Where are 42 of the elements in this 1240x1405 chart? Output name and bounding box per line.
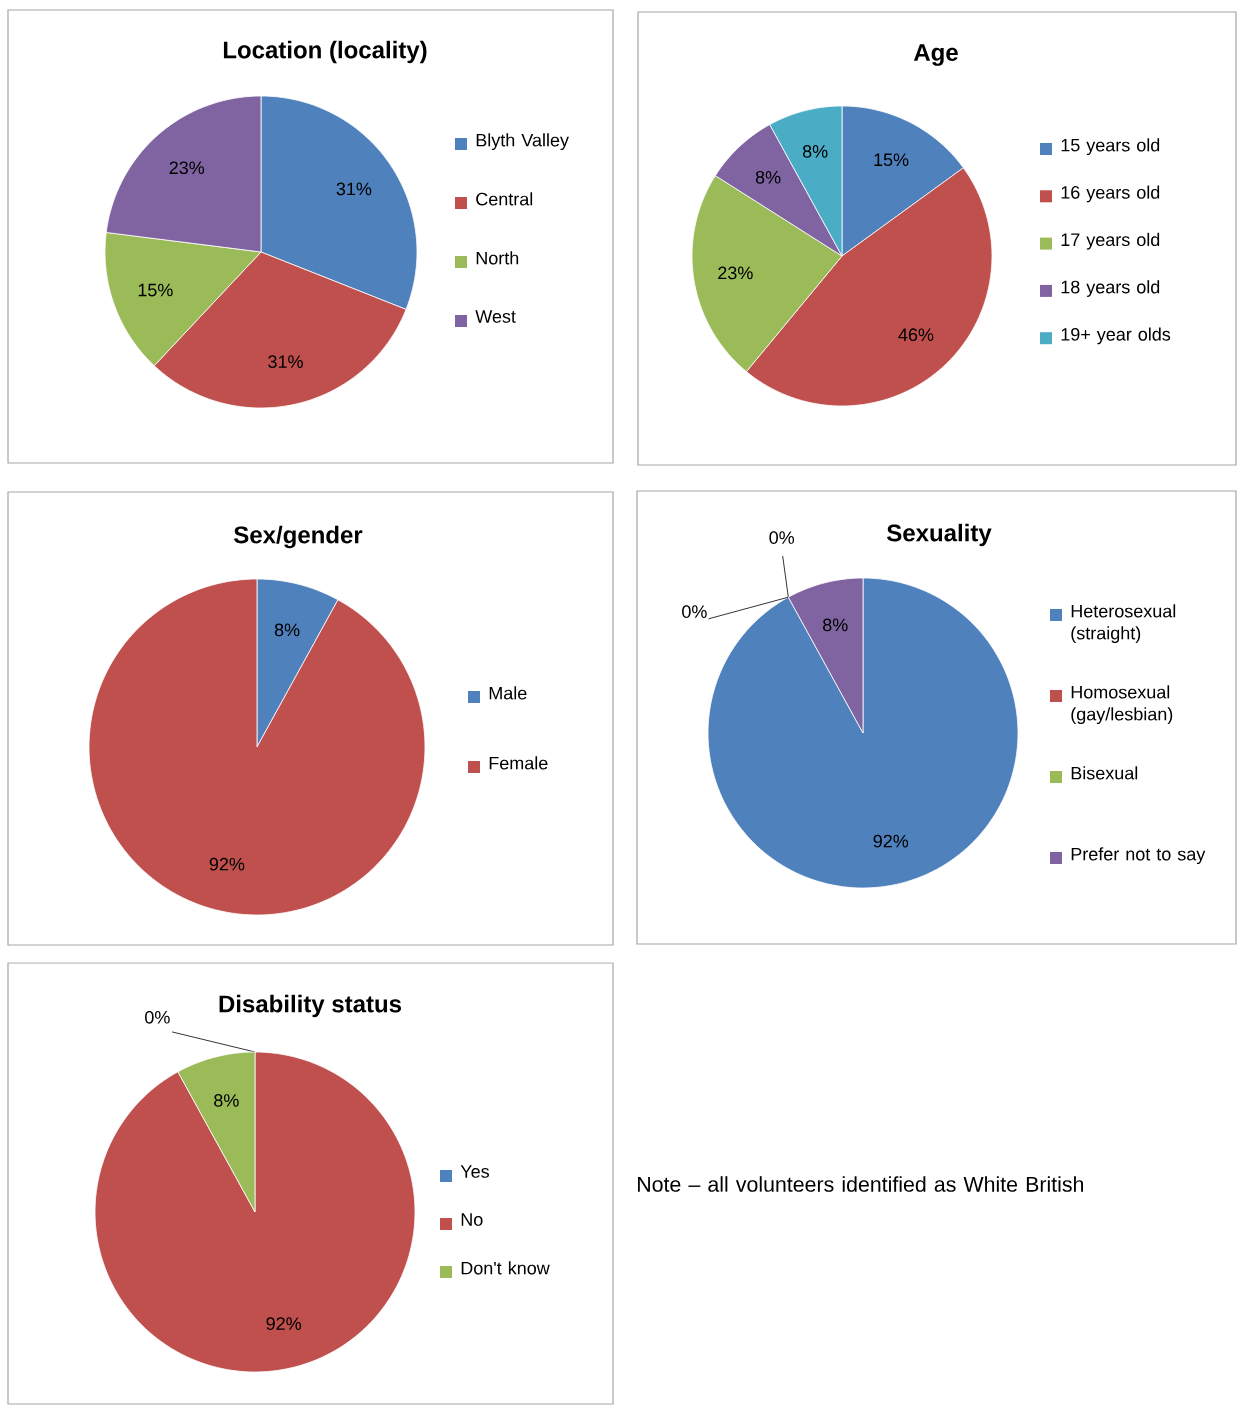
chart-title: Age xyxy=(913,44,958,66)
chart-title: Sexuality xyxy=(886,523,992,547)
data-label: 8% xyxy=(213,1094,239,1107)
data-label: 8% xyxy=(802,145,828,158)
legend-label: 16 years old xyxy=(1061,185,1160,203)
data-label: 92% xyxy=(209,857,245,871)
legend-label: 18 years old xyxy=(1061,280,1160,297)
data-label: 8% xyxy=(755,170,781,184)
data-label: 8% xyxy=(822,618,848,632)
chart-title: Disability status xyxy=(219,994,401,1018)
legend-label: 19+ year olds xyxy=(1061,327,1171,345)
text: 0% xyxy=(769,531,794,544)
data-label: 92% xyxy=(873,834,909,848)
legend-label: West xyxy=(475,310,516,323)
legend-label: North xyxy=(476,251,518,265)
legend-label: Female xyxy=(489,756,548,770)
legend-label: Don't know xyxy=(461,1261,550,1275)
chart-title: Sex/gender xyxy=(233,525,363,549)
data-label: 23% xyxy=(169,161,204,175)
data-label: 31% xyxy=(268,355,303,368)
legend-label: 15 years old xyxy=(1061,138,1160,156)
legend-label: 17 years old xyxy=(1061,232,1160,250)
legend-label: No xyxy=(461,1213,483,1226)
data-label: 15% xyxy=(874,153,909,167)
legend-label: Heterosexual (straight) xyxy=(1071,604,1175,644)
text: 0% xyxy=(681,605,707,618)
legend-label: Homosexual (gay/lesbian) xyxy=(1071,685,1173,725)
text: Note – all volunteers identified as White British xyxy=(637,1176,1083,1192)
legend-label: Central xyxy=(476,192,532,206)
legend-label: Bisexual xyxy=(1071,766,1137,780)
data-label: 92% xyxy=(266,1317,301,1330)
data-label: 8% xyxy=(274,623,300,637)
legend-label: Yes xyxy=(460,1165,489,1178)
data-label: 31% xyxy=(336,182,372,196)
data-label: 15% xyxy=(138,283,173,297)
legend-label: Blyth Valley xyxy=(476,133,569,151)
legend-label: Prefer not to say xyxy=(1071,847,1206,865)
data-label: 23% xyxy=(718,266,753,280)
legend-label: Male xyxy=(489,686,527,700)
data-label: 46% xyxy=(898,328,934,342)
text: 0% xyxy=(144,1010,170,1024)
chart-title: Location (locality) xyxy=(223,40,427,64)
